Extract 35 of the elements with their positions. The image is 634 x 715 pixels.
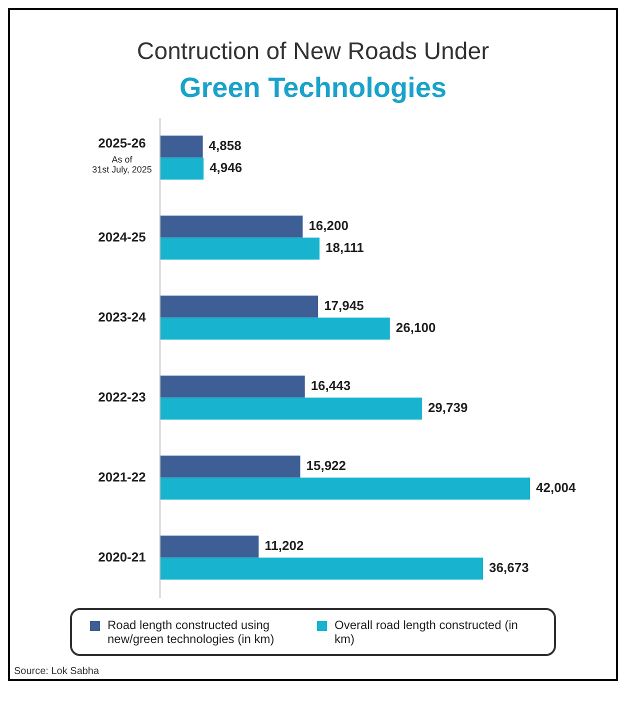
legend-label: Road length constructed using new/green technologies (in km) <box>108 618 276 646</box>
data-label: 36,673 <box>489 560 529 576</box>
data-label: 17,945 <box>324 298 364 314</box>
data-label: 4,946 <box>210 160 242 176</box>
y-tick-label: 2021-22 <box>98 469 146 484</box>
data-label: 29,739 <box>428 400 468 416</box>
y-tick-label: 2022-23 <box>98 389 146 404</box>
data-label: 26,100 <box>396 320 436 336</box>
y-tick-label: 2020-21 <box>98 549 146 564</box>
y-tick-label: 2024-25 <box>98 229 146 244</box>
bar <box>160 456 300 478</box>
data-label: 16,443 <box>310 378 351 394</box>
bar <box>160 478 530 500</box>
bar <box>160 536 259 558</box>
chart-title: Contruction of New Roads Under <box>136 38 490 66</box>
data-label: 18,111 <box>326 240 364 256</box>
data-label: 42,004 <box>536 480 577 496</box>
bar <box>160 216 303 238</box>
bar <box>160 318 390 340</box>
bar <box>160 296 318 318</box>
data-label: 11,202 <box>264 538 304 554</box>
bar <box>160 158 204 180</box>
bar <box>160 136 203 158</box>
source-note: Source: Lok Sabha <box>13 665 100 679</box>
data-label: 15,922 <box>306 458 346 474</box>
bar <box>160 398 422 420</box>
data-label: 4,858 <box>208 138 242 154</box>
y-tick-label: 2025-26 As of 31st July, 2025 <box>92 135 152 174</box>
data-label: 16,200 <box>308 218 348 234</box>
chart-subtitle: Green Technologies <box>178 72 448 104</box>
legend-label: Overall road length constructed (in km) <box>334 618 519 646</box>
bar <box>160 376 305 398</box>
bar <box>160 238 320 260</box>
bar <box>160 558 484 580</box>
y-tick-label: 2023-24 <box>98 309 147 324</box>
